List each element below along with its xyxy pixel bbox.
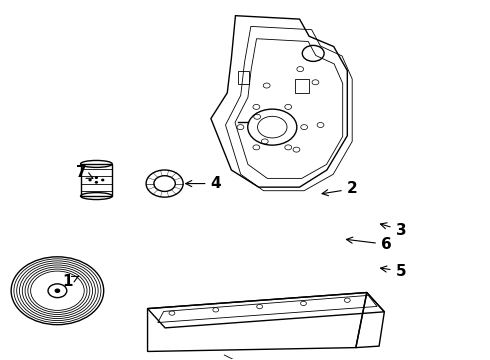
Text: 7: 7 [76, 165, 93, 180]
Circle shape [96, 177, 98, 178]
Text: 5: 5 [381, 264, 406, 279]
Text: 4: 4 [186, 176, 221, 191]
Circle shape [55, 289, 60, 292]
Bar [80, 164, 112, 196]
Bar [238, 71, 249, 84]
Bar [295, 79, 309, 93]
Text: 6: 6 [346, 237, 392, 252]
Circle shape [96, 182, 98, 183]
Circle shape [89, 179, 91, 181]
Circle shape [102, 179, 104, 181]
Text: 3: 3 [380, 222, 406, 238]
Text: 2: 2 [322, 181, 358, 197]
Text: 1: 1 [62, 274, 78, 289]
